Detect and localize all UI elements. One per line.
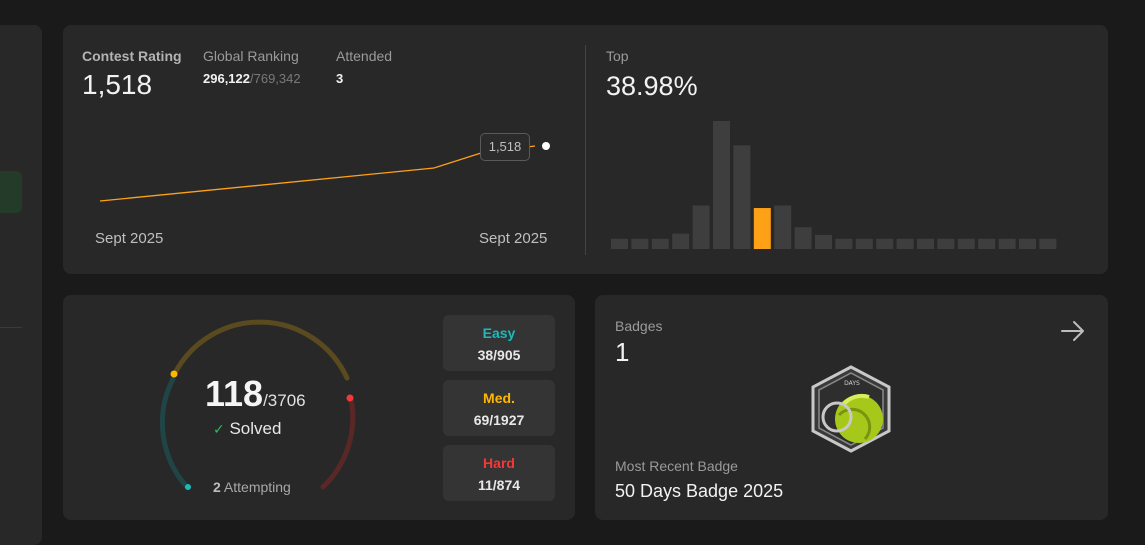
recent-badge-name[interactable]: 50 Days Badge 2025	[615, 481, 784, 501]
histogram-bar[interactable]	[978, 238, 996, 249]
solved-number: 118	[205, 373, 264, 414]
total-number: /3706	[263, 391, 306, 410]
badges-card: Badges 1 DAYS Most Recent Badge 50 Days …	[595, 295, 1108, 520]
medium-arc-track	[172, 319, 350, 381]
global-ranking-value: 296,122/769,342	[203, 71, 301, 86]
easy-progress-dot	[185, 484, 191, 490]
contest-rating-card: Contest Rating 1,518 Global Ranking 296,…	[63, 25, 1108, 274]
sidebar-highlight[interactable]	[0, 171, 22, 213]
hard-stat[interactable]: Hard 11/874	[443, 445, 555, 501]
recent-badge-label: Most Recent Badge	[615, 458, 738, 474]
global-ranking-label: Global Ranking	[203, 48, 299, 64]
histogram-bar-current[interactable]	[753, 208, 771, 249]
easy-arc-track	[159, 376, 190, 490]
hard-label: Hard	[483, 455, 515, 471]
histogram-bar[interactable]	[876, 238, 894, 249]
easy-stat[interactable]: Easy 38/905	[443, 315, 555, 371]
histogram-bar[interactable]	[957, 238, 975, 249]
card-divider	[585, 45, 586, 255]
date-start: Sept 2025	[95, 230, 164, 247]
badges-label: Badges	[615, 318, 663, 334]
medium-progress-dot	[170, 370, 178, 378]
date-end: Sept 2025	[479, 230, 548, 247]
easy-label: Easy	[482, 325, 516, 341]
histogram-bar[interactable]	[692, 205, 710, 249]
attempting-label: Attempting	[223, 479, 291, 495]
contest-rating-value: 1,518	[82, 69, 153, 100]
problems-solved-card: 118/3706 ✓ Solved 2 Attempting Easy 38/9…	[63, 295, 575, 520]
badges-count: 1	[615, 337, 630, 367]
medium-label: Med.	[483, 390, 515, 406]
easy-value: 38/905	[477, 347, 521, 363]
histogram-bar[interactable]	[672, 233, 690, 249]
badge-days-text: DAYS	[844, 380, 860, 387]
medium-stat[interactable]: Med. 69/1927	[443, 380, 555, 436]
solved-count: 118/3706	[205, 373, 375, 415]
rating-tooltip: 1,518	[480, 133, 530, 161]
solved-status: ✓ Solved	[213, 419, 281, 439]
histogram-bar[interactable]	[774, 205, 792, 249]
sidebar-divider	[0, 327, 22, 328]
global-total: /769,342	[250, 71, 301, 86]
histogram-bar[interactable]	[1019, 238, 1036, 249]
rating-point	[542, 142, 550, 150]
histogram-bar[interactable]	[835, 238, 853, 249]
histogram-bar[interactable]	[611, 238, 628, 249]
hard-progress-dot	[346, 394, 354, 402]
solved-label: Solved	[229, 419, 282, 438]
histogram-bar[interactable]	[1039, 238, 1057, 249]
progress-ring[interactable]	[151, 315, 371, 505]
histogram-bar[interactable]	[896, 238, 914, 249]
top-percent-value: 38.98%	[606, 71, 698, 101]
global-rank: 296,122	[203, 71, 250, 86]
histogram-bar[interactable]	[917, 238, 934, 249]
rating-line	[99, 145, 536, 202]
histogram-bar[interactable]	[937, 238, 955, 249]
histogram-bar[interactable]	[998, 238, 1016, 249]
hard-arc-track	[320, 396, 356, 490]
arrow-right-icon[interactable]	[1059, 317, 1087, 345]
attended-label: Attended	[336, 48, 393, 64]
histogram-bar[interactable]	[651, 238, 669, 249]
left-sidebar-panel	[0, 25, 42, 545]
histogram-bar[interactable]	[855, 238, 873, 249]
attended-value: 3	[336, 71, 344, 86]
hard-value: 11/874	[477, 477, 521, 493]
histogram-bar[interactable]	[733, 145, 751, 249]
badge-icon[interactable]: DAYS	[809, 365, 893, 453]
medium-value: 69/1927	[473, 412, 525, 428]
attempting-info: 2 Attempting	[213, 479, 291, 495]
ranking-histogram[interactable]	[611, 115, 1083, 249]
histogram-bar[interactable]	[631, 238, 649, 249]
contest-rating-label: Contest Rating	[82, 48, 182, 64]
check-icon: ✓	[213, 421, 225, 437]
histogram-bar[interactable]	[794, 227, 812, 249]
histogram-bar[interactable]	[713, 121, 730, 249]
top-label: Top	[606, 48, 629, 64]
attempting-count: 2	[213, 479, 221, 495]
histogram-bar[interactable]	[815, 234, 832, 249]
